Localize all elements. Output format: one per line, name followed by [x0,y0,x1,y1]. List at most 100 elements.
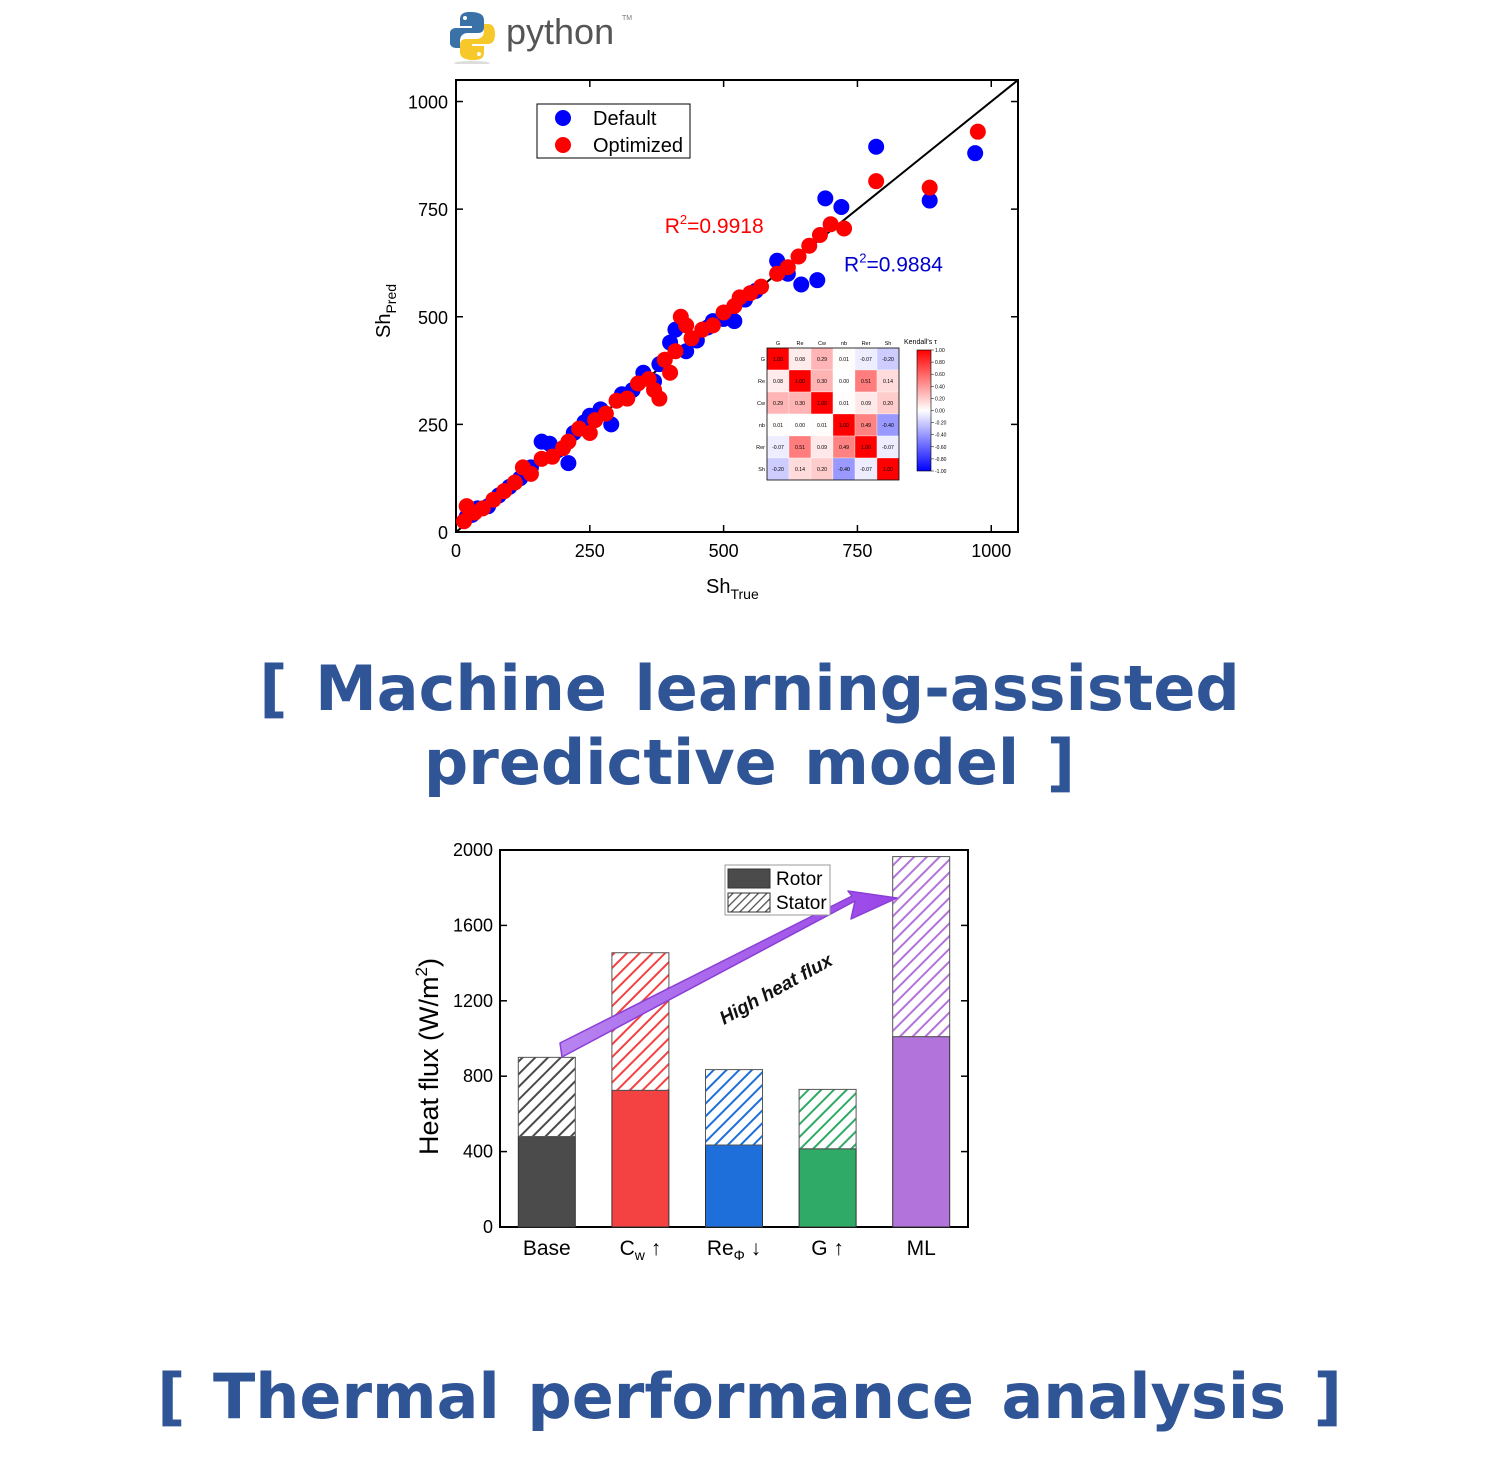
colorbar-tick-label: -0.20 [935,421,947,427]
y-axis-label: ShPred [373,284,399,338]
correlation-inset: Kendall's τ G Re Cw nb Rer Sh G Re Cw nb Rer Sh 1.… [756,337,947,481]
heatmap-cell-value: 1.00 [773,357,783,363]
scatter-point-optimized [667,343,684,360]
bar-rotor [517,1136,576,1228]
y-tick-label: 0 [438,523,448,543]
heatmap-cell-value: 0.20 [817,467,827,473]
heatmap-cell-value: 0.30 [817,379,827,385]
scatter-point-default [817,190,834,207]
bar-x-tick-label: ML [907,1237,936,1260]
scatter-point-optimized [836,220,853,237]
heatmap-cell-value: -0.07 [882,445,894,451]
heatmap-row-label: G [761,357,765,363]
heatmap-col-label: Sh [885,341,892,347]
heat-flux-bar-chart: 0 400 800 1200 1600 2000 Base Cw ↑ ReΦ ↓ G ↑ ML H… [412,840,969,1263]
scatter-point-optimized [456,513,473,530]
heatmap-cell-value: 0.29 [773,401,783,407]
scatter-point-optimized [811,226,828,243]
scatter-point-optimized [678,317,695,334]
colorbar-tick-label: -0.40 [935,433,947,439]
heatmap-cell-value: 0.00 [795,423,805,429]
heatmap-cell-value: -0.07 [772,445,784,451]
heatmap-cell-value: 0.49 [861,423,871,429]
heatmap-row-label: Rer [756,445,765,451]
legend-optimized-label: Optimized [593,135,683,157]
heatmap-cell-value: -0.20 [882,357,894,363]
scatter-point-optimized [619,390,636,407]
heatmap-column-labels: G Re Cw nb Rer Sh [776,341,892,347]
caption-line-1: [ Machine learning-assisted [259,652,1240,725]
scatter-point-optimized [474,500,491,517]
scatter-point-optimized [921,179,938,196]
y-tick-label: 1000 [408,93,448,113]
bar-x-tick-label: Cw ↑ [620,1237,662,1263]
x-tick-label: 250 [575,541,605,561]
scatter-point-optimized [560,433,577,450]
heatmap-col-label: Re [796,341,803,347]
bar-stator [892,856,951,1038]
y-tick-label: 750 [418,200,448,220]
heatmap-cell-value: -0.40 [882,423,894,429]
scatter-point-optimized [753,278,770,295]
heatmap-cell-value: 0.30 [795,401,805,407]
python-tm: TM [622,15,632,22]
bar-rotor [892,1036,951,1228]
bar-y-tick-label: 0 [483,1217,493,1237]
heatmap-cells: 1.00 0.08 0.29 0.01 -0.07 -0.20 0.08 1.00 0.30 0.… [766,347,900,481]
bar-x-tick-label: Base [523,1237,571,1260]
heatmap-cell-value: 1.00 [795,379,805,385]
scatter-point-optimized [651,390,668,407]
scatter-point-default [809,272,826,289]
legend: Default Optimized [536,103,691,159]
scatter-point-optimized [969,123,986,140]
python-snake-icon [450,12,495,64]
colorbar-tick-label: 0.80 [935,360,945,366]
scatter-point-optimized [779,259,796,276]
heatmap-cell-value: 0.09 [817,445,827,451]
bar-y-tick-label: 2000 [453,840,493,860]
bar-legend: Rotor Stator [724,864,831,916]
scatter-point-optimized [801,237,818,254]
scatter-point-default [560,455,577,472]
heatmap-cell-value: 0.01 [839,401,849,407]
heatmap-cell-value: 0.14 [883,379,893,385]
heatmap-cell-value: 0.09 [861,401,871,407]
colorbar-tick-label: 0.40 [935,384,945,390]
heatmap-cell-value: -0.07 [860,357,872,363]
bar-y-tick-label: 800 [463,1066,493,1086]
heatmap-row-label: Sh [758,467,765,473]
bar-x-tick-label: ReΦ ↓ [707,1237,761,1263]
y-tick-label: 250 [418,415,448,435]
colorbar: 1.00 0.80 0.60 0.40 0.20 0.00 -0.20 -0.40 -0.60 -… [916,348,947,475]
bar-y-axis-ticks: 0 400 800 1200 1600 2000 [453,840,968,1237]
python-wordmark: python [506,11,614,52]
scatter-point-default [868,138,885,155]
heatmap-cell-value: 1.00 [817,401,827,407]
inset-title: Kendall's τ [904,339,937,346]
scatter-point-optimized [656,351,673,368]
colorbar-tick-label: 0.60 [935,372,945,378]
scatter-point-optimized [485,491,502,508]
bar-y-tick-label: 1200 [453,991,493,1011]
bar-rotor [611,1089,670,1228]
caption-line-2: predictive model ] [423,726,1076,799]
bar-stator [705,1069,763,1146]
heatmap-col-label: Cw [818,341,826,347]
heatmap-cell-value: 0.51 [795,445,805,451]
caption-thermal-performance: [ Thermal performance analysis ] [157,1360,1342,1433]
x-axis-label: ShTrue [706,576,759,602]
scatter-point-optimized [544,448,561,465]
colorbar-tick-label: 0.00 [935,409,945,415]
heatmap-row-label: Cw [757,401,765,407]
heatmap-col-label: G [776,341,780,347]
x-tick-label: 750 [842,541,872,561]
r2-default-label: R2=0.9884 [844,251,943,277]
heatmap-cell-value: 0.14 [795,467,805,473]
scatter-point-optimized [597,405,614,422]
colorbar-tick-label: -0.60 [935,445,947,451]
bar-stator [798,1088,857,1150]
scatter-point-optimized [506,474,523,491]
heatmap-cell-value: 0.29 [817,357,827,363]
scatter-point-default [921,192,938,209]
x-tick-label: 500 [709,541,739,561]
